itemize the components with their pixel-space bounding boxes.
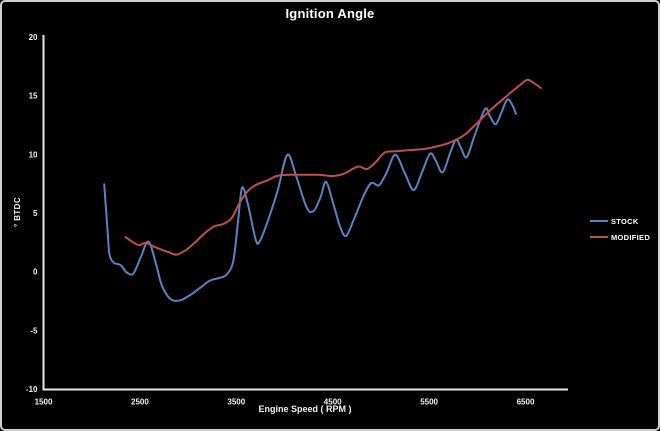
y-axis-title: ° BTDC: [13, 196, 22, 228]
legend-item-modified: MODIFIED: [590, 229, 650, 245]
chart-title: Ignition Angle: [285, 6, 375, 21]
x-tick-label: 3500: [227, 398, 245, 407]
legend-label-modified: MODIFIED: [611, 232, 651, 242]
legend: STOCK MODIFIED: [590, 213, 650, 245]
x-tick-label: 6500: [517, 398, 535, 407]
series-line-modified: [124, 78, 542, 256]
y-tick-label: 5: [33, 209, 38, 218]
series-line-stock: [103, 98, 517, 302]
x-tick-label: 2500: [131, 398, 149, 407]
y-tick-label: -10: [26, 385, 38, 394]
y-tick-label: 10: [29, 150, 38, 159]
y-tick-label: 15: [29, 92, 38, 101]
x-axis-title: Engine Speed ( RPM ): [258, 404, 352, 414]
legend-label-stock: STOCK: [611, 216, 639, 226]
x-tick-label: 5500: [420, 398, 438, 407]
legend-line-sample-modified: [590, 235, 608, 239]
y-tick-label: -5: [30, 326, 38, 335]
legend-item-stock: STOCK: [590, 213, 650, 229]
y-tick-label: 20: [29, 33, 38, 42]
legend-line-sample-stock: [590, 219, 608, 223]
x-tick-label: 1500: [35, 398, 53, 407]
y-tick-label: 0: [33, 268, 38, 277]
x-tick-label: 4500: [324, 398, 342, 407]
